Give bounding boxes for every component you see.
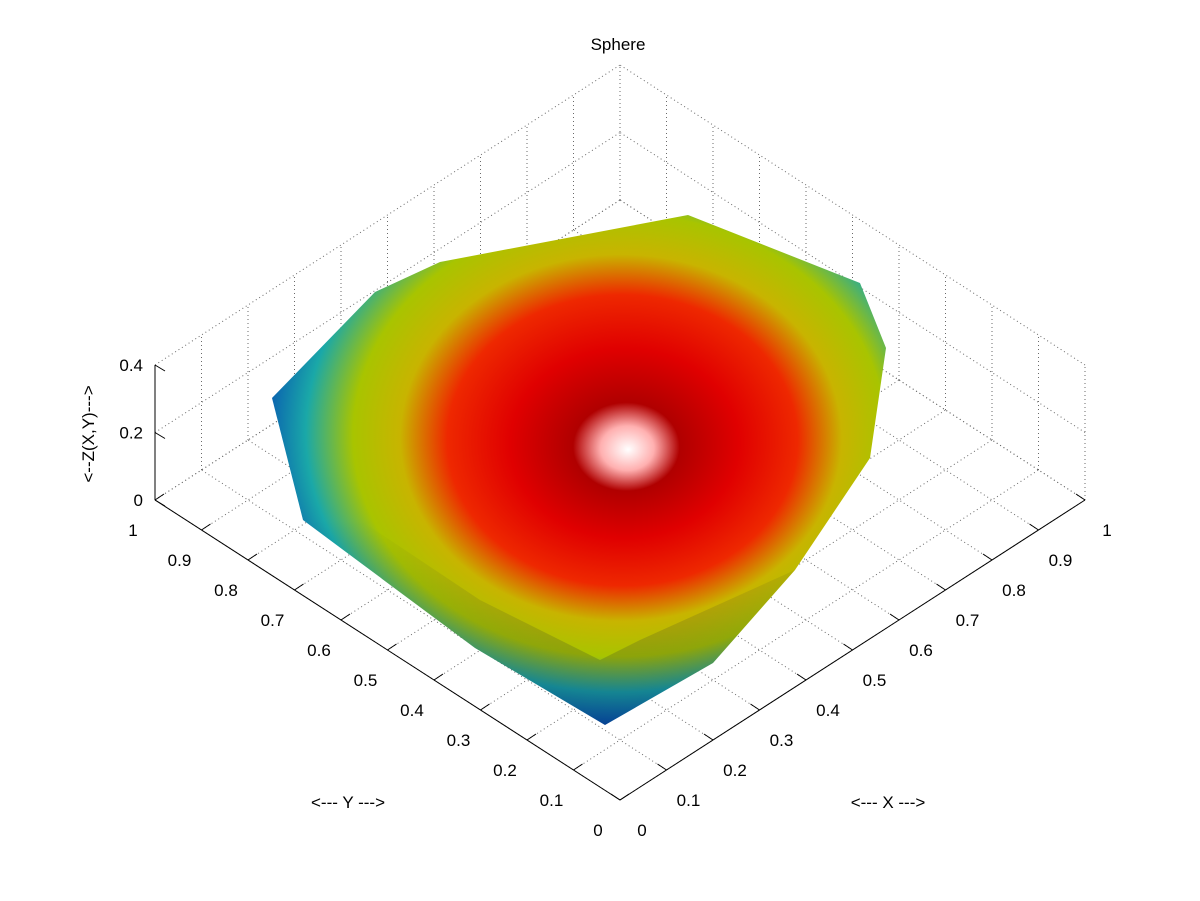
wall-grid-line: [154, 64, 621, 366]
x-tick-label: 0.6: [909, 641, 933, 660]
x-tick-mark: [889, 613, 900, 621]
wall-grid-line: [619, 64, 1086, 366]
chart-title: Sphere: [591, 35, 646, 54]
x-tick-label: 0.2: [723, 761, 747, 780]
y-tick-mark: [433, 673, 444, 681]
x-axis-label: <--- X --->: [851, 793, 926, 812]
y-tick-mark: [619, 793, 630, 801]
x-tick-mark: [610, 793, 621, 801]
x-tick-mark: [796, 673, 807, 681]
y-tick-label: 0.2: [493, 761, 517, 780]
y-axis-label: <--- Y --->: [311, 793, 385, 812]
y-tick-label: 0: [593, 821, 602, 840]
y-tick-mark: [201, 523, 211, 531]
y-tick-mark: [340, 613, 351, 621]
z-tick-mark: [154, 364, 166, 372]
surface: [272, 215, 886, 725]
z-tick-mark: [154, 499, 166, 507]
x-tick-label: 0.5: [863, 671, 887, 690]
y-tick-label: 0.4: [400, 701, 424, 720]
z-tick-label: 0.4: [119, 356, 143, 375]
axes: [154, 364, 1086, 801]
y-tick-label: 0.6: [307, 641, 331, 660]
x-tick-mark: [982, 553, 993, 561]
surface-patch: [272, 215, 886, 725]
y-tick-mark: [526, 733, 537, 741]
y-tick-label: 0.1: [540, 791, 564, 810]
y-tick-label: 0.7: [261, 611, 285, 630]
z-tick-label: 0.2: [119, 424, 143, 443]
y-tick-label: 0.5: [354, 671, 378, 690]
z-tick-label: 0: [134, 491, 143, 510]
y-tick-label: 1: [128, 521, 137, 540]
surface-front-shade: [303, 520, 795, 725]
y-tick-label: 0.8: [214, 581, 238, 600]
x-tick-mark: [703, 733, 714, 741]
x-tick-label: 0: [637, 821, 646, 840]
z-tick-mark: [154, 432, 166, 439]
floor-grid-line: [201, 469, 667, 771]
floor-grid-line: [573, 469, 1039, 771]
x-tick-label: 0.4: [816, 701, 840, 720]
x-tick-mark: [1075, 493, 1086, 501]
y-tick-label: 0.9: [168, 551, 192, 570]
x-tick-label: 1: [1102, 521, 1111, 540]
x-tick-label: 0.1: [677, 791, 701, 810]
y-tick-label: 0.3: [447, 731, 471, 750]
x-tick-label: 0.3: [770, 731, 794, 750]
x-tick-mark: [936, 583, 946, 591]
x-tick-mark: [843, 643, 853, 651]
y-tick-mark: [294, 583, 304, 591]
x-tick-mark: [657, 763, 667, 771]
y-tick-mark: [480, 703, 490, 711]
y-tick-mark: [573, 763, 583, 771]
wall-grid-line: [154, 132, 621, 433]
x-tick-label: 0.7: [956, 611, 980, 630]
tick-labels: 0 0.1 0.2 0.3 0.4 0.5 0.6 0.7 0.8 0.9 1 0 0.1 0.2 0.3 0…: [119, 356, 1111, 840]
x-tick-mark: [1029, 523, 1039, 531]
y-tick-mark: [247, 553, 258, 561]
x-tick-label: 0.9: [1049, 551, 1073, 570]
y-tick-mark: [387, 643, 397, 651]
x-tick-label: 0.8: [1002, 581, 1026, 600]
y-tick-mark: [154, 493, 165, 501]
x-tick-mark: [750, 703, 760, 711]
z-axis-label: <--Z(X,Y)--->: [79, 385, 98, 482]
